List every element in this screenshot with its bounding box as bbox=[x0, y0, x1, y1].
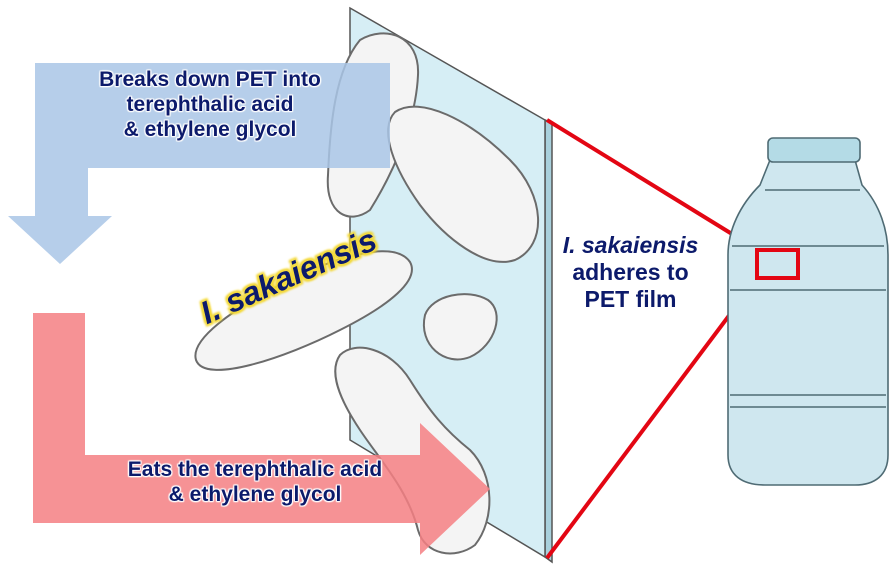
breaks-down-line-3: & ethylene glycol bbox=[123, 117, 297, 141]
eats-arrow bbox=[33, 313, 490, 555]
adheres-line-3: PET film bbox=[584, 286, 677, 313]
breaks-down-line-1: Breaks down PET into bbox=[99, 68, 321, 91]
pet-film-side bbox=[544, 118, 553, 564]
bottle-body bbox=[727, 159, 889, 486]
breakdown-arrow bbox=[8, 63, 390, 264]
bacterium-icon-3 bbox=[194, 250, 413, 371]
adheres-line-2: adheres to bbox=[572, 259, 689, 286]
bacterium-icon-2 bbox=[387, 105, 539, 263]
eats-line-2: & ethylene glycol bbox=[168, 482, 342, 506]
zoom-line-bottom bbox=[545, 275, 760, 560]
zoom-line-top bbox=[545, 118, 760, 252]
bacterium-icon-4 bbox=[422, 293, 498, 361]
adheres-organism: I. sakaiensis bbox=[562, 232, 699, 258]
breaks-down-line-2: terephthalic acid bbox=[126, 92, 294, 116]
bottle-cap bbox=[767, 137, 861, 163]
plastic-bottle-icon bbox=[727, 137, 889, 486]
eats-label: Eats the terephthalic acid & ethylene gl… bbox=[75, 458, 435, 508]
adheres-label: I. sakaiensis adheres to PET film bbox=[533, 232, 728, 313]
breaks-down-label: Breaks down PET into terephthalic acid &… bbox=[60, 68, 360, 142]
zoom-box bbox=[755, 248, 800, 280]
eats-line-1: Eats the terephthalic acid bbox=[127, 458, 383, 481]
